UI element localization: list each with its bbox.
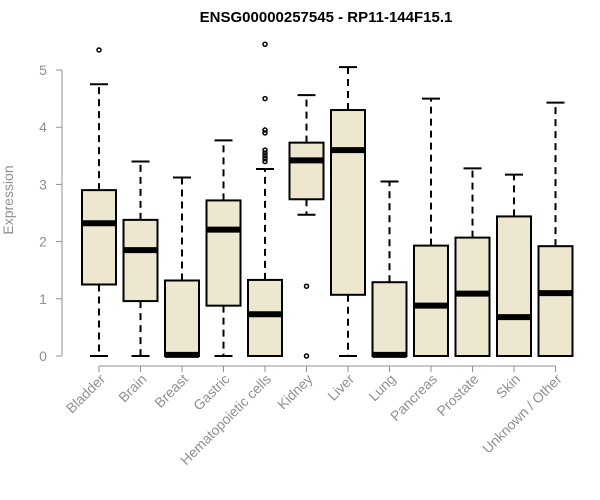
box-unknown-other — [537, 101, 574, 357]
box-pancreas — [413, 97, 449, 358]
y-axis-label: Expression — [0, 165, 16, 234]
y-tick-label: 2 — [39, 234, 47, 250]
chart-title: ENSG00000257545 - RP11-144F15.1 — [200, 9, 453, 26]
y-tick-label: 5 — [39, 62, 47, 78]
outlier-point — [262, 95, 268, 102]
outlier-point — [262, 150, 268, 156]
box-iqr — [288, 141, 325, 201]
box-hematopoietic-cells — [247, 41, 283, 358]
box-iqr — [81, 189, 117, 286]
outlier-point — [262, 127, 268, 133]
box-iqr — [413, 244, 449, 358]
box-skin — [496, 173, 532, 357]
outlier-point — [262, 155, 268, 162]
x-tick-label: Bladder — [63, 371, 109, 417]
y-axis: 0 1 2 3 4 5 — [39, 62, 63, 364]
box-iqr — [205, 199, 242, 307]
outlier-point — [96, 47, 102, 53]
box-gastric — [205, 139, 242, 357]
box-breast — [164, 176, 200, 358]
box-bladder — [81, 47, 117, 357]
box-kidney — [288, 94, 325, 359]
x-tick-label: Prostate — [433, 371, 481, 419]
outlier-point — [262, 130, 268, 136]
outlier-point — [262, 153, 268, 159]
box-iqr — [164, 279, 200, 357]
x-tick-label: Brain — [115, 371, 149, 405]
box-iqr — [371, 281, 408, 358]
box-iqr — [247, 278, 283, 358]
box-liver — [330, 66, 366, 357]
box-iqr — [496, 215, 532, 357]
outlier-point — [262, 41, 268, 48]
box-iqr — [454, 236, 491, 357]
y-tick-label: 0 — [39, 348, 47, 364]
x-tick-label: Lung — [365, 371, 398, 404]
box-iqr — [330, 109, 366, 296]
outlier-point — [262, 158, 268, 165]
y-tick-label: 3 — [39, 176, 47, 192]
outlier-point — [303, 283, 310, 289]
x-tick-label: Breast — [151, 371, 191, 411]
outlier-point — [303, 353, 310, 359]
box-iqr — [537, 245, 574, 357]
y-tick-label: 1 — [39, 291, 47, 307]
x-tick-label: Skin — [493, 371, 524, 402]
x-tick-label: Kidney — [274, 371, 316, 413]
y-tick-label: 4 — [39, 119, 47, 135]
box-iqr — [122, 218, 159, 303]
x-tick-label: Liver — [324, 371, 357, 404]
x-tick-label: Unknown / Other — [479, 371, 565, 457]
box-prostate — [454, 167, 491, 357]
box-lung — [371, 180, 408, 358]
box-brain — [122, 160, 159, 357]
outlier-point — [262, 147, 268, 153]
boxes-group — [81, 41, 574, 359]
